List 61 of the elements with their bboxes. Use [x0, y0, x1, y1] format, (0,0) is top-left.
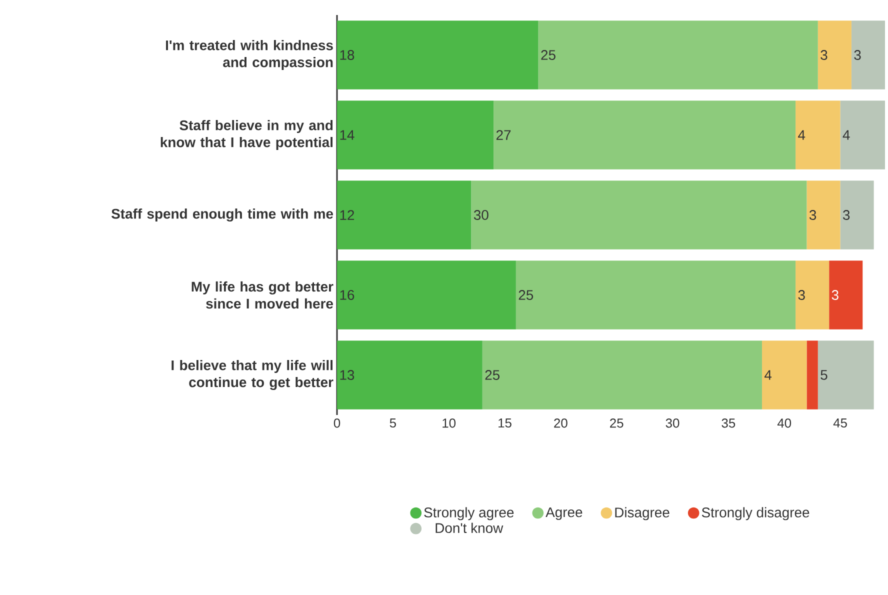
- bar: [337, 20, 538, 90]
- legend-label: Disagree: [615, 507, 670, 520]
- legend-label: Don't know: [436, 522, 504, 534]
- x-tick-label: 0: [334, 418, 340, 428]
- x-tick-label: 20: [554, 418, 568, 428]
- bar: [806, 340, 818, 410]
- data-label: 13: [340, 370, 354, 380]
- bar: [806, 180, 840, 250]
- bar: [840, 180, 874, 250]
- bar: [337, 100, 494, 170]
- data-label: 4: [798, 130, 806, 140]
- data-label: 5: [820, 370, 828, 380]
- bar: [818, 340, 874, 410]
- x-tick-label: 35: [722, 418, 736, 428]
- bar: [796, 260, 830, 330]
- bar: [538, 20, 818, 90]
- x-tick-label: 5: [390, 418, 396, 428]
- legend-label: Strongly disagree: [702, 507, 810, 520]
- bar: [482, 340, 762, 410]
- y-tick-label: I believe that my life will continue to get better: [172, 360, 334, 390]
- bar: [337, 340, 482, 410]
- data-label: 18: [340, 50, 354, 60]
- x-tick-label: 15: [498, 418, 512, 428]
- bar: [337, 260, 516, 330]
- y-tick-label: I'm treated with kindness and compassion: [166, 40, 333, 70]
- bar: [762, 340, 807, 410]
- legend-label: Agree: [546, 507, 582, 520]
- x-tick-label: 10: [442, 418, 456, 428]
- data-label: 3: [809, 210, 816, 220]
- legend-label: Strongly agree: [424, 507, 514, 520]
- y-tick-label: Staff believe in my and know that I have potential: [160, 120, 333, 150]
- data-label: 14: [340, 130, 354, 140]
- bar: [840, 100, 886, 170]
- data-label: 16: [340, 290, 354, 300]
- bar: [494, 100, 796, 170]
- data-label: 3: [820, 50, 828, 60]
- data-label: 30: [474, 210, 488, 220]
- bar: [337, 180, 472, 250]
- data-label: 25: [485, 370, 500, 380]
- bar: [471, 180, 807, 250]
- x-tick-label: 40: [777, 418, 792, 428]
- x-tick-label: 45: [833, 418, 847, 428]
- y-tick-label: My life has got better since I moved here: [192, 281, 334, 309]
- bar: [796, 100, 840, 170]
- data-label: 25: [518, 290, 534, 300]
- bar: [516, 260, 796, 330]
- data-label: 4: [842, 130, 850, 140]
- data-label: 3: [854, 50, 861, 60]
- bar: [818, 20, 852, 90]
- data-label: 3: [798, 290, 805, 300]
- data-label: 4: [764, 370, 772, 380]
- data-label: 3: [843, 210, 850, 220]
- data-label: 12: [340, 210, 354, 220]
- data-label: 27: [496, 130, 511, 140]
- data-label: 3: [832, 290, 838, 300]
- data-label: 25: [541, 50, 556, 60]
- x-tick-label: 25: [610, 418, 624, 428]
- y-tick-label: Staff spend enough time with me: [111, 208, 334, 222]
- bar: [829, 260, 863, 330]
- x-tick-label: 30: [666, 418, 680, 428]
- bar: [851, 20, 886, 90]
